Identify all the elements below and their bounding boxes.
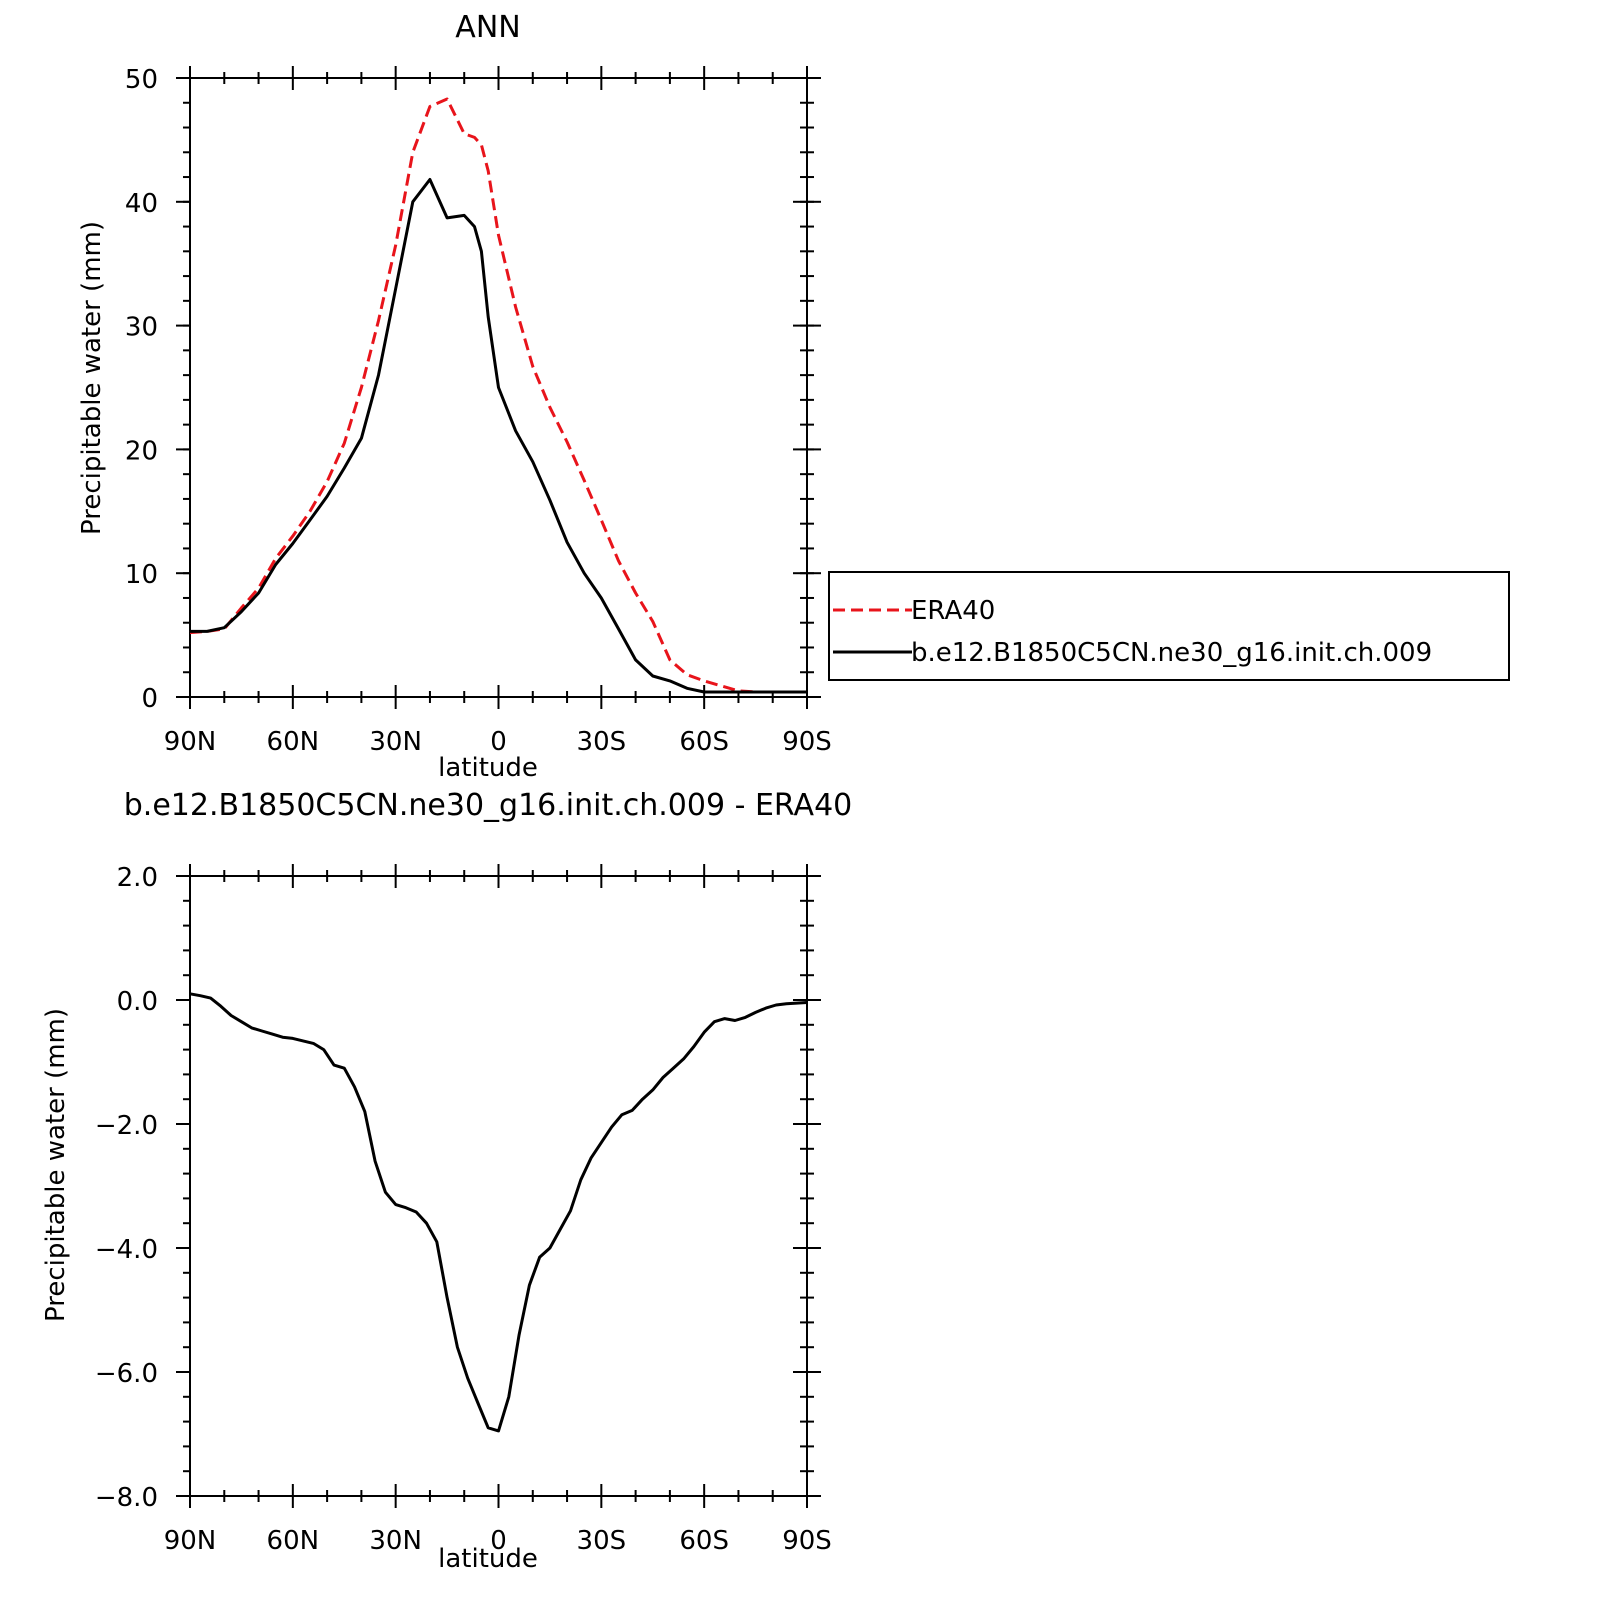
series-line-model xyxy=(190,178,807,694)
legend-box xyxy=(828,571,1510,681)
legend-label-era40: ERA40 xyxy=(911,596,995,626)
y-tick-label: 20 xyxy=(125,436,158,466)
x-tick-label: 0 xyxy=(490,1526,507,1556)
panel-difference-ylabel: Precipitable water (mm) xyxy=(41,1008,71,1322)
plot-frame xyxy=(189,875,808,1497)
panel-difference-xlabel: latitude xyxy=(438,1544,538,1574)
panel-annual-ylabel: Precipitable water (mm) xyxy=(77,221,107,535)
x-tick-label: 30N xyxy=(369,727,422,757)
panel-annual-xlabel: latitude xyxy=(438,753,538,783)
y-tick-label: 30 xyxy=(125,313,158,343)
x-tick-label: 90S xyxy=(782,1526,832,1556)
series-line-model xyxy=(189,992,808,1433)
y-tick-label: 0.0 xyxy=(117,987,158,1017)
legend: ERA40 b.e12.B1850C5CN.ne30_g16.init.ch.0… xyxy=(828,571,1510,681)
x-tick-label: 90S xyxy=(782,727,832,757)
y-tick-label: 10 xyxy=(125,560,158,590)
x-tick-label: 90N xyxy=(164,1526,217,1556)
x-tick-label: 30S xyxy=(577,1526,627,1556)
series-line-era40 xyxy=(189,97,807,694)
x-tick-label: 60N xyxy=(267,1526,320,1556)
x-tick-label: 30N xyxy=(369,1526,422,1556)
y-tick-label: 2.0 xyxy=(117,863,158,893)
y-tick-label: 40 xyxy=(125,189,158,219)
x-tick-label: 60S xyxy=(679,1526,729,1556)
panel-difference-title: b.e12.B1850C5CN.ne30_g16.init.ch.009 - E… xyxy=(124,788,853,823)
x-tick-label: 60S xyxy=(679,727,729,757)
x-tick-label: 30S xyxy=(577,727,627,757)
legend-label-model: b.e12.B1850C5CN.ne30_g16.init.ch.009 xyxy=(911,638,1432,668)
y-tick-label: 0 xyxy=(141,684,158,714)
y-tick-label: −4.0 xyxy=(95,1235,158,1265)
panel-annual: ANN 90N 60N 30N 0 30S 60S 90S 0 10 20 30 40 50 latit… xyxy=(77,10,832,783)
x-tick-label: 0 xyxy=(490,727,507,757)
panel-annual-title: ANN xyxy=(455,10,520,45)
x-tick-label: 90N xyxy=(164,727,217,757)
panel-difference: b.e12.B1850C5CN.ne30_g16.init.ch.009 - E… xyxy=(41,788,852,1574)
y-tick-label: −8.0 xyxy=(95,1483,158,1513)
y-tick-label: 50 xyxy=(125,65,158,95)
y-tick-label: −6.0 xyxy=(95,1359,158,1389)
x-tick-label: 60N xyxy=(267,727,320,757)
y-tick-label: −2.0 xyxy=(95,1111,158,1141)
